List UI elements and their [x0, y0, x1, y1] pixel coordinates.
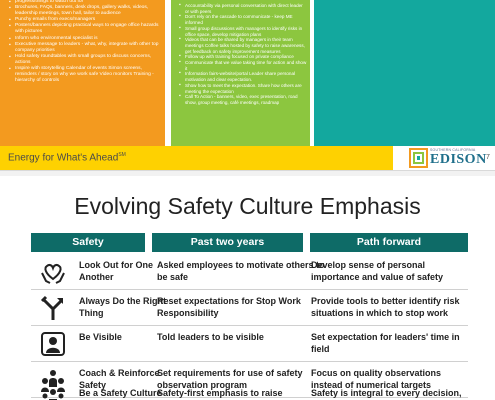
header-safety-responsibilities: Safety Responsibilities — [31, 233, 145, 267]
bullet-item: Call To Action - banners, video, exec pr… — [179, 94, 307, 105]
bullet-item: progress/things to watch out for — [9, 0, 161, 5]
row-divider — [31, 361, 468, 362]
bullet-item: Brochures, FAQs, banners, desk drops, ga… — [9, 5, 161, 17]
teal-column — [314, 0, 495, 146]
bullet-item: Punchy emails from execs/managers — [9, 17, 161, 23]
footer-bar — [0, 146, 393, 170]
row-divider — [31, 397, 468, 398]
bullet-item: Hold safety roundtables with small group… — [9, 54, 161, 66]
table-row: Look Out for One Another Asked employees… — [31, 255, 468, 295]
bullet-item: Show how to meet the expectation. Share … — [179, 83, 307, 94]
bullet-item: Information fairs-website/portal Leader … — [179, 71, 307, 82]
row-past: Safety-first emphasis to raise awareness — [157, 388, 283, 400]
bullet-item: Videos that can be shared by managers in… — [179, 37, 307, 54]
row-past: Reset expectations for Stop Work Respons… — [157, 296, 301, 318]
leader-group-icon — [40, 387, 66, 400]
row-past: Told leaders to be visible — [157, 332, 264, 342]
slide-bottom: Evolving Safety Culture Emphasis Safety … — [0, 177, 495, 400]
slide-title: Evolving Safety Culture Emphasis — [74, 193, 421, 219]
row-label: Coach & Reinforce Safety — [79, 368, 160, 390]
slide-divider — [0, 170, 495, 176]
row-forward: Set expectation for leaders' time in fie… — [311, 332, 460, 354]
bullet-item: Don't rely on the cascade to communicate… — [179, 14, 307, 25]
row-label: Be Visible — [79, 332, 122, 342]
bullet-item: Posters/banners depicting practical ways… — [9, 23, 161, 35]
orange-column: progress/things to watch out forBrochure… — [0, 0, 165, 146]
edison-logo — [409, 146, 495, 170]
crossroads-arrow-icon — [40, 295, 66, 321]
row-label: Look Out for One Another — [79, 260, 153, 282]
person-eye-icon — [40, 331, 66, 357]
row-label: Always Do the Right Thing — [79, 296, 167, 318]
table-row: Be Visible Told leaders to be visible Se… — [31, 327, 468, 367]
table-row: Be a Safety Culture Leader Safety-first … — [31, 381, 468, 400]
row-past: Asked employees to motivate others to be… — [157, 260, 325, 282]
bullet-item: Executive message to leaders - what, why… — [9, 42, 161, 54]
bullet-item: Small group discussions with managers to… — [179, 26, 307, 37]
bullet-item: Communicate that we value taking time fo… — [179, 60, 307, 71]
logo-subtitle: SOUTHERN CALIFORNIA — [430, 148, 476, 152]
slide-top: progress/things to watch out forBrochure… — [0, 0, 495, 170]
coach-group-icon — [40, 367, 66, 393]
page-number: 7 — [486, 154, 490, 161]
bullet-item: Follow up with training focused on priva… — [179, 54, 307, 60]
header-past-two-years: Past two years — [152, 233, 303, 252]
logo-wordmark: EDISON — [430, 152, 487, 167]
orange-bullet-list: progress/things to watch out forBrochure… — [9, 0, 161, 84]
green-bullet-list: Accountability via personal conversation… — [179, 3, 307, 106]
edison-logo-mark-icon — [409, 148, 428, 168]
row-divider — [31, 325, 468, 326]
table-row: Coach & Reinforce Safety Set requirement… — [31, 363, 468, 400]
green-column: Accountability via personal conversation… — [171, 0, 310, 146]
row-divider — [31, 289, 468, 290]
bullet-item: Inspire with storytelling Calendar of ev… — [9, 66, 161, 84]
header-path-forward: Path forward — [310, 233, 468, 252]
tagline: Energy for What's AheadSM — [8, 152, 126, 164]
row-forward: Focus on quality observations instead of… — [311, 368, 442, 390]
heart-hands-icon — [40, 259, 66, 285]
row-forward: Provide tools to better identify risk si… — [311, 296, 460, 318]
bullet-item: Accountability via personal conversation… — [179, 3, 307, 14]
table-row: Always Do the Right Thing Reset expectat… — [31, 291, 468, 331]
row-forward: Safety is integral to every decision, no… — [311, 388, 462, 400]
row-forward: Develop sense of personal importance and… — [311, 260, 444, 282]
bullet-item: Inform who environmental specialist is — [9, 36, 161, 42]
row-past: Set requirements for use of safety obser… — [157, 368, 303, 390]
